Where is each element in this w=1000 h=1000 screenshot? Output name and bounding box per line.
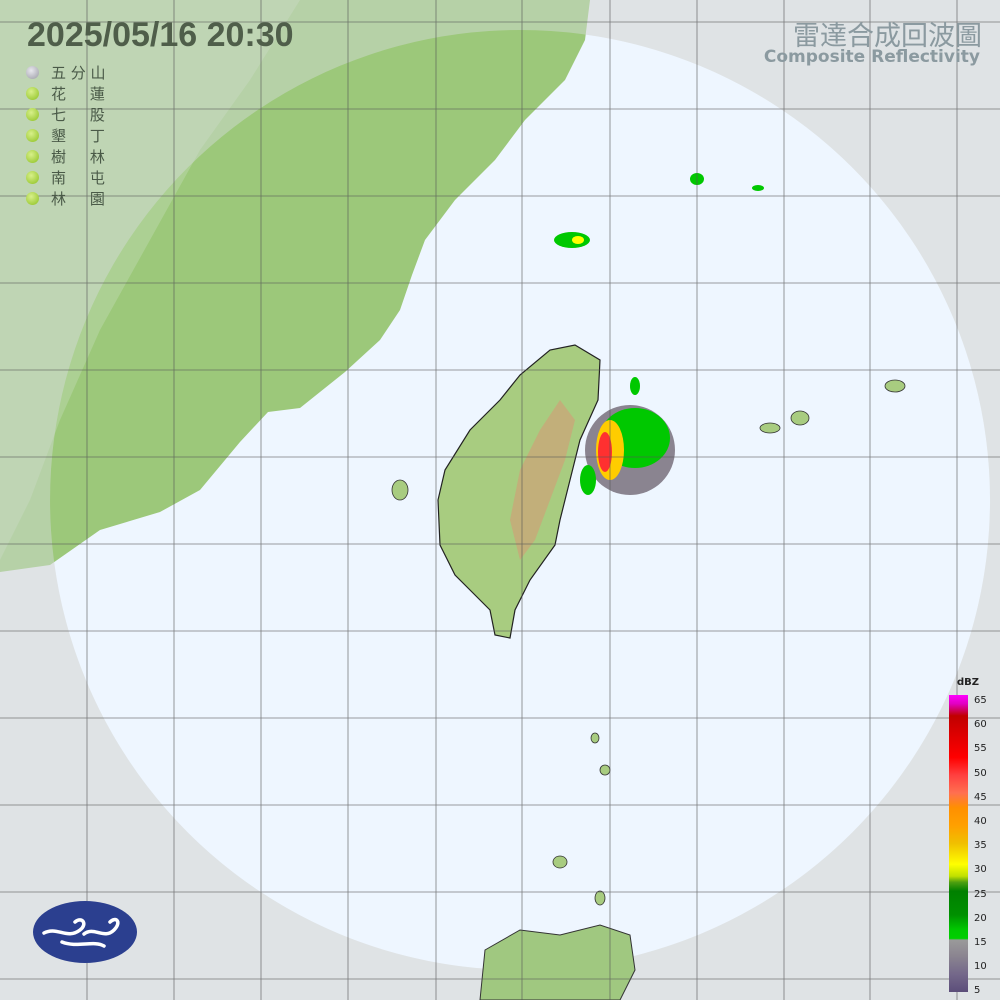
station-item: 林 園 — [26, 188, 131, 209]
station-status-online-icon — [26, 192, 39, 205]
station-status-online-icon — [26, 171, 39, 184]
station-list: 五 分 山 花 蓮 七 股 墾 丁 樹 林 南 屯 林 園 — [26, 62, 131, 209]
colorbar-tick-label: 55 — [974, 743, 987, 755]
station-name: 林 園 — [51, 190, 105, 208]
colorbar — [949, 695, 968, 992]
station-item: 花 蓮 — [26, 83, 131, 104]
colorbar-tick-label: 50 — [974, 767, 987, 779]
colorbar-tick-label: 15 — [974, 937, 987, 948]
colorbar-tick-label: 40 — [974, 816, 987, 827]
colorbar-tick-label: 25 — [974, 888, 987, 900]
colorbar-tick-label: 45 — [974, 791, 987, 803]
datetime-label: 2025/05/16 20:30 — [27, 16, 294, 54]
colorbar-tick-label: 30 — [974, 864, 987, 876]
station-item: 五 分 山 — [26, 62, 131, 83]
station-status-online-icon — [26, 108, 39, 121]
station-name: 樹 林 — [51, 148, 105, 166]
colorbar-unit: dBZ — [957, 677, 980, 688]
colorbar-tick-label: 60 — [974, 719, 987, 731]
station-name: 七 股 — [51, 106, 105, 124]
station-status-online-icon — [26, 129, 39, 142]
map-title-en: Composite Reflectivity — [763, 47, 980, 67]
station-status-offline-icon — [26, 66, 39, 79]
station-status-online-icon — [26, 150, 39, 163]
luzon-north-land — [479, 924, 636, 1000]
station-status-online-icon — [26, 87, 39, 100]
small-islands — [391, 379, 906, 906]
cwa-logo-icon — [33, 901, 137, 963]
colorbar-tick-label: 5 — [974, 985, 981, 997]
radar-echoes — [554, 173, 764, 495]
station-item: 樹 林 — [26, 146, 131, 167]
colorbar-tick-label: 10 — [974, 961, 987, 973]
station-item: 七 股 — [26, 104, 131, 125]
station-name: 南 屯 — [51, 169, 105, 187]
colorbar-tick-label: 65 — [974, 695, 987, 706]
colorbar-tick-label: 20 — [974, 912, 987, 924]
station-name: 花 蓮 — [51, 85, 105, 103]
station-item: 墾 丁 — [26, 125, 131, 146]
station-name: 墾 丁 — [51, 127, 105, 145]
station-name: 五 分 山 — [51, 64, 106, 82]
colorbar-tick-label: 35 — [974, 840, 987, 852]
station-item: 南 屯 — [26, 167, 131, 188]
map-title-zh: 雷達合成回波圖 — [793, 21, 982, 52]
